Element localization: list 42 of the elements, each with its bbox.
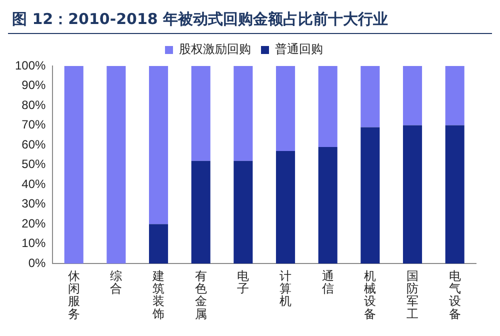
bar [318, 147, 338, 264]
x-tick-label: 建筑装饰 [152, 269, 165, 321]
legend-label: 股权激励回购 [179, 42, 251, 56]
x-tick-label: 国防军工 [406, 269, 419, 321]
y-tick-label: 30% [22, 196, 46, 211]
bar [64, 66, 84, 264]
bar [148, 224, 168, 264]
y-tick-label: 10% [22, 236, 46, 250]
bar [360, 127, 380, 264]
bar [276, 150, 296, 264]
bar [234, 160, 253, 264]
y-tick-label: 40% [22, 176, 46, 191]
bar [191, 160, 210, 264]
bar [402, 66, 422, 126]
x-tick-label: 通信 [322, 269, 334, 296]
bar [402, 125, 422, 264]
legend-label: 普通回购 [275, 42, 323, 56]
bar [445, 125, 464, 264]
x-tick-label: 机械设备 [364, 269, 376, 321]
y-tick-label: 90% [22, 78, 46, 92]
y-tick-label: 50% [22, 157, 46, 172]
bar [106, 66, 126, 264]
y-tick-label: 60% [22, 137, 46, 152]
x-tick-label: 休闲服务 [68, 269, 80, 321]
bar [191, 66, 210, 161]
y-tick-label: 20% [22, 216, 46, 230]
x-tick-label: 综合 [110, 269, 122, 296]
bar [276, 66, 296, 151]
y-tick-label: 70% [22, 118, 46, 132]
x-tick-label: 有色金属 [194, 269, 207, 321]
y-tick-label: 0% [28, 256, 46, 270]
bar [318, 66, 338, 148]
bar [360, 66, 380, 128]
x-tick-label: 电气设备 [448, 269, 461, 321]
x-tick-label: 电子 [237, 269, 250, 296]
bar [445, 66, 464, 126]
bar [234, 66, 253, 161]
y-tick-label: 100% [14, 58, 46, 72]
bar [148, 66, 168, 224]
chart-title: 图 12：2010-2018 年被动式回购金额占比前十大行业 [8, 8, 492, 34]
y-tick-label: 80% [22, 98, 46, 112]
x-tick-label: 计算机 [280, 269, 292, 308]
